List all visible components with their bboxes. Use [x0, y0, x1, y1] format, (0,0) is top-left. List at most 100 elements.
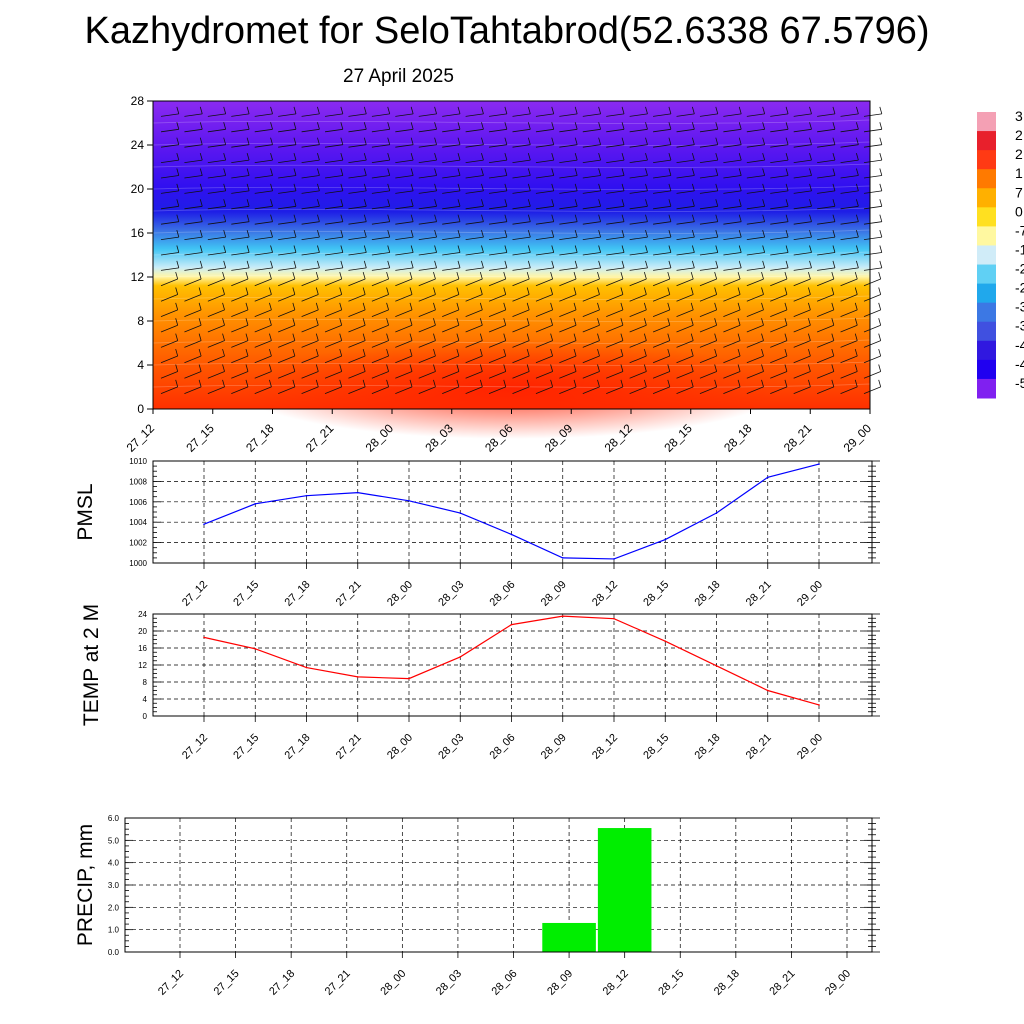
wind-barb: [723, 252, 742, 256]
x-tick-label: 29_00: [795, 579, 825, 609]
chart-title: Kazhydromet for SeloTahtabrod(52.6338 67…: [84, 10, 930, 52]
wind-barb: [535, 252, 554, 256]
wind-barb-feather: [832, 260, 836, 269]
wind-barb-feather: [222, 333, 225, 341]
wind-barb-feather: [479, 333, 483, 341]
wind-barb: [676, 267, 695, 271]
wind-barb: [254, 159, 273, 163]
wind-barb: [371, 159, 390, 163]
colorbar-swatch: [977, 226, 996, 246]
wind-barb: [442, 309, 460, 317]
wind-barb-feather: [317, 214, 320, 222]
wind-barb-feather: [878, 271, 882, 280]
wind-barb: [418, 205, 437, 210]
y-tick-label: 24: [138, 610, 147, 619]
temp-point: [715, 665, 718, 667]
wind-barb: [184, 278, 202, 287]
wind-barb-feather: [526, 379, 530, 387]
wind-barb: [699, 309, 717, 317]
wind-barb: [746, 144, 765, 148]
wind-barb: [770, 236, 789, 240]
wind-barb-feather: [832, 106, 836, 115]
wind-barb: [278, 267, 297, 271]
wind-barb-feather: [832, 152, 836, 161]
wind-barb: [863, 221, 882, 225]
wind-barb: [324, 355, 342, 364]
x-tick-label: 28_03: [436, 732, 466, 762]
wind-barb: [817, 267, 836, 271]
wind-barb: [606, 278, 624, 287]
y-axis-label: PRECIP, mm: [74, 824, 97, 946]
y-tick-label: 4: [143, 695, 148, 704]
wind-barb-feather: [526, 364, 530, 372]
wind-barb-feather: [317, 245, 320, 253]
temp-point: [203, 636, 205, 639]
wind-barb-feather: [573, 333, 577, 341]
wind-barb: [676, 190, 695, 194]
wind-barb: [395, 175, 414, 179]
wind-barb-feather: [856, 137, 859, 145]
wind-barb-feather: [362, 333, 366, 341]
wind-barb: [653, 128, 671, 133]
wind-barb: [324, 159, 343, 163]
wind-barb-feather: [715, 245, 719, 253]
wind-barb: [582, 144, 601, 148]
wind-barb: [301, 190, 320, 194]
wind-barb: [512, 278, 530, 287]
wind-barb: [254, 386, 272, 394]
wind-barb-feather: [785, 214, 789, 222]
wind-barb: [629, 236, 648, 240]
wind-barb-feather: [433, 348, 436, 357]
wind-barb-feather: [714, 318, 718, 326]
colorbar-swatch: [977, 378, 996, 399]
wind-barb-feather: [784, 318, 788, 326]
wind-barb: [629, 175, 648, 179]
wind-barb: [324, 386, 342, 394]
wind-barb: [699, 221, 718, 225]
wind-barb-feather: [761, 364, 764, 372]
wind-barb: [160, 371, 178, 379]
wind-barb-feather: [621, 229, 625, 238]
wind-barb: [465, 309, 483, 317]
wind-barb: [535, 267, 554, 271]
wind-barb-feather: [597, 379, 600, 387]
x-tick-label: 27_15: [231, 579, 261, 609]
wind-barb-feather: [526, 348, 530, 357]
wind-barb: [465, 236, 484, 240]
wind-barb: [371, 252, 390, 256]
colorbar-swatch: [977, 340, 996, 361]
pmsl-point: [356, 491, 359, 494]
wind-barb-feather: [176, 199, 180, 207]
wind-barb-feather: [643, 364, 647, 372]
wind-barb: [442, 175, 461, 179]
wind-barb-feather: [246, 152, 250, 161]
wind-barb-feather: [878, 333, 882, 341]
wind-barb-feather: [809, 183, 812, 192]
wind-barb-feather: [598, 260, 602, 269]
panel-frame: [124, 817, 873, 953]
wind-barb: [512, 113, 531, 117]
wind-barb-feather: [457, 183, 461, 192]
wind-barb: [863, 252, 882, 256]
wind-barb: [489, 205, 507, 210]
colorbar-swatch: [977, 302, 996, 323]
wind-barb-feather: [340, 137, 344, 145]
wind-barb-feather: [691, 260, 695, 269]
wind-barb-feather: [714, 271, 718, 280]
wind-barb: [746, 386, 764, 394]
wind-barb-feather: [738, 214, 742, 222]
wind-barb-feather: [761, 271, 764, 280]
wind-barb: [512, 324, 530, 333]
wind-barb: [465, 175, 484, 179]
colorbar-label: -2: [1015, 261, 1024, 277]
colorbar-swatch: [977, 169, 996, 189]
pmsl-panel: PMSL 1000 1002 1004 1006 1008 1010 27_12 27_15 27…: [74, 457, 880, 609]
wind-barb: [606, 144, 625, 148]
wind-barb: [746, 128, 765, 133]
x-tick-label: 27_18: [283, 732, 313, 762]
wind-barb-feather: [714, 364, 718, 372]
wind-barb-feather: [339, 348, 343, 357]
y-tick-label: 0.0: [108, 948, 120, 957]
wind-barb: [231, 159, 250, 163]
wind-barb: [207, 309, 225, 317]
